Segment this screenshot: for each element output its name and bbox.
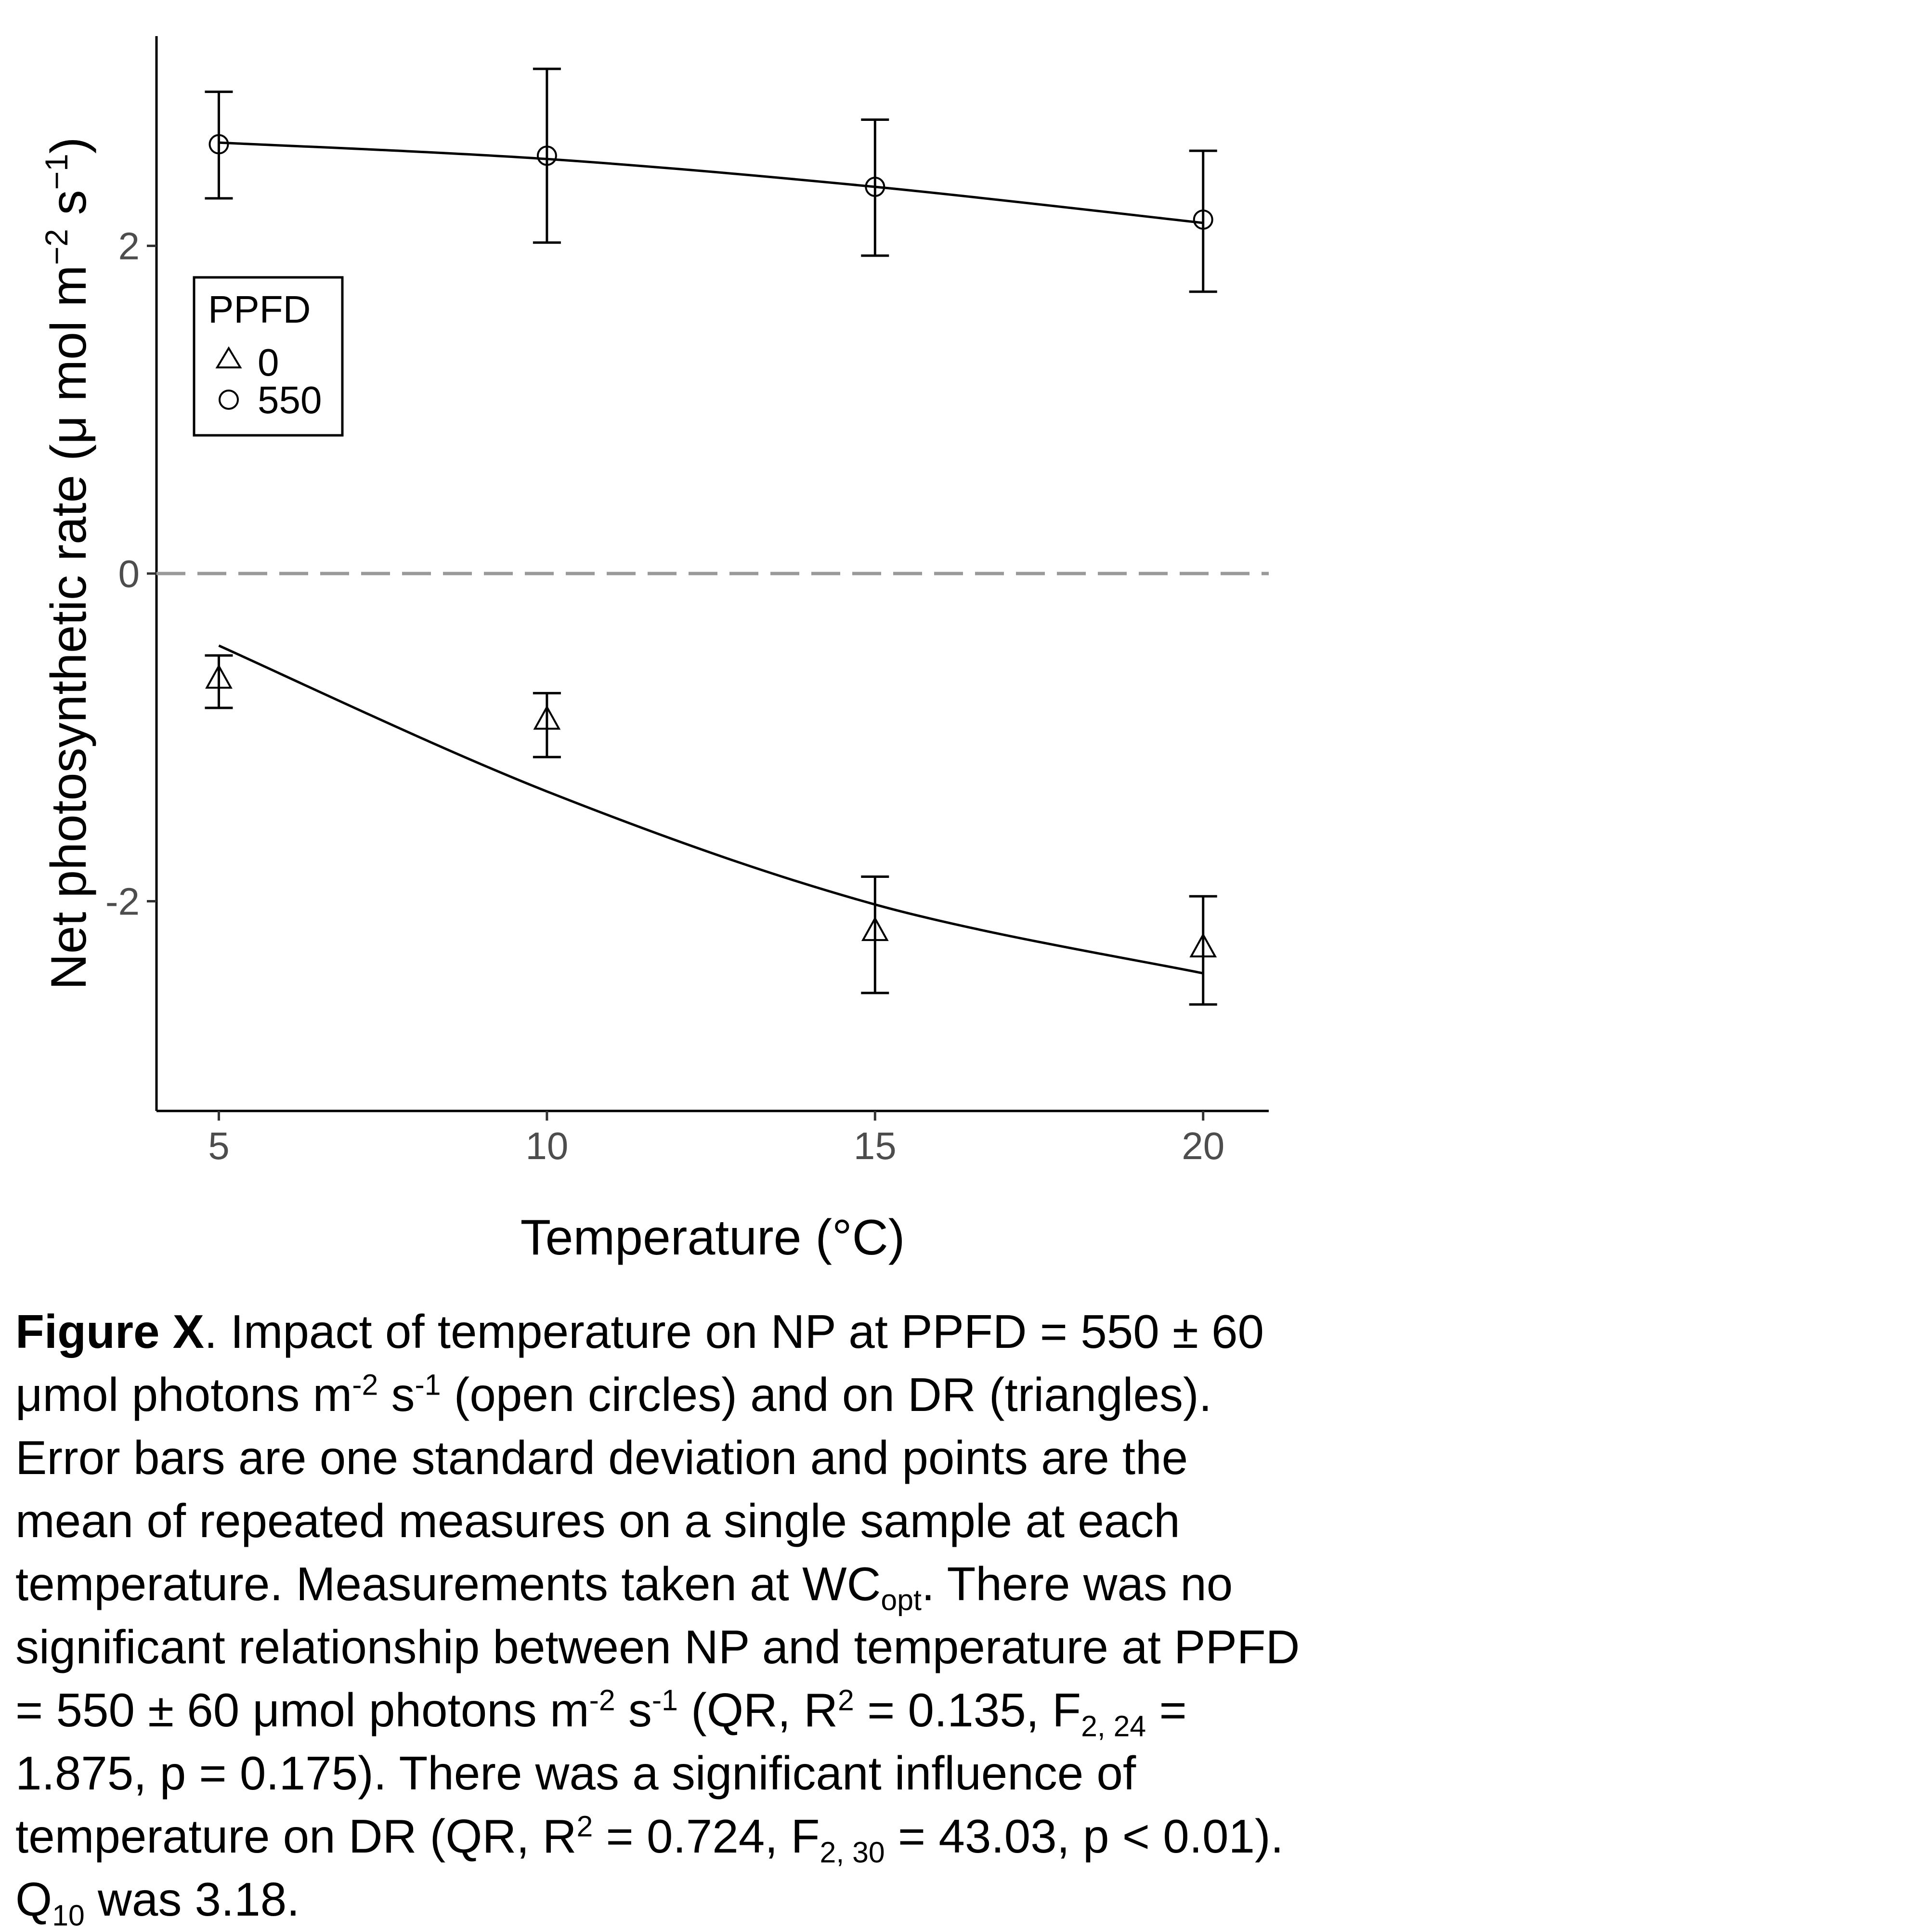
caption-text: 1.875, p = 0.175). There was a significa… [15, 1747, 1136, 1800]
caption-text: . Impact of temperature on NP at PPFD = … [204, 1305, 1264, 1358]
caption-superscript: 2 [838, 1684, 854, 1717]
caption-text: (open circles) and on DR (triangles). [441, 1368, 1212, 1421]
caption-subscript: 2, 24 [1081, 1710, 1146, 1743]
caption-text: = 550 ± 60 μmol photons m [15, 1684, 589, 1736]
x-tick-label: 5 [208, 1124, 230, 1167]
caption-text: Error bars are one standard deviation an… [15, 1431, 1188, 1484]
legend-label-0: 0 [258, 341, 279, 384]
legend: PPFD 0 550 [193, 276, 344, 437]
caption-text: temperature on DR (QR, R [15, 1810, 577, 1863]
tick-labels: 5 10 15 20 -2 0 2 [105, 225, 1224, 1167]
y-axis-title-exp2: −1 [39, 154, 74, 190]
y-tick-label: -2 [105, 880, 140, 923]
legend-circle-icon [219, 390, 239, 410]
caption-superscript: -2 [589, 1684, 615, 1717]
caption-subscript: 2, 30 [820, 1836, 885, 1869]
axes [147, 36, 1269, 1121]
ppfd-0-point [205, 664, 233, 689]
error-bars [205, 67, 1217, 1006]
fit-curves [218, 141, 1204, 975]
caption-text: significant relationship between NP and … [15, 1620, 1300, 1673]
x-tick-label: 20 [1182, 1124, 1224, 1167]
caption-text: s [615, 1684, 652, 1736]
chart: 5 10 15 20 -2 0 2 Temperature (°C) Net photosy… [39, 36, 1269, 1266]
caption-text: = 0.135, F [854, 1684, 1081, 1736]
ppfd-550-point [1193, 209, 1213, 230]
caption-text: mean of repeated measures on a single sa… [15, 1494, 1180, 1547]
ppfd-550-point [536, 145, 557, 166]
y-axis-title: Net photosynthetic rate (μ mol m−2 s−1) [39, 137, 97, 990]
caption-subscript: 10 [52, 1899, 85, 1932]
caption-text: Q [15, 1873, 52, 1926]
caption-text: μmol photons m [15, 1368, 352, 1421]
figure-caption: Figure X. Impact of temperature on NP at… [15, 1300, 1484, 1931]
caption-text: = 43.03, p < 0.01). [885, 1810, 1284, 1863]
caption-superscript: -2 [352, 1368, 378, 1401]
y-axis-title-exp1: −2 [39, 229, 74, 265]
caption-text: was 3.18. [84, 1873, 300, 1926]
ppfd-550-fit-line [219, 141, 1203, 224]
legend-triangle-icon [215, 346, 242, 368]
y-tick-label: 2 [118, 225, 140, 268]
ppfd-550-point [865, 177, 885, 197]
caption-superscript: -1 [415, 1368, 441, 1401]
caption-text: (QR, R [677, 1684, 838, 1736]
caption-figure-label: Figure X [15, 1305, 205, 1358]
ppfd-550-point [208, 134, 229, 155]
ppfd-0-point [861, 916, 889, 941]
legend-label-550: 550 [258, 379, 322, 421]
x-axis-title: Temperature (°C) [521, 1210, 905, 1266]
x-tick-label: 15 [854, 1124, 897, 1167]
caption-subscript: opt [881, 1583, 922, 1617]
y-axis-title-mid: s [41, 190, 97, 229]
data-points [205, 134, 1217, 958]
ppfd-0-point [533, 705, 561, 730]
caption-text: = [1146, 1684, 1187, 1736]
caption-text: . There was no [921, 1557, 1233, 1610]
caption-text: temperature. Measurements taken at WC [15, 1557, 881, 1610]
y-axis-title-end: ) [41, 137, 97, 154]
ppfd-0-point [1189, 933, 1217, 958]
ppfd-0-fit-line [218, 644, 1204, 975]
caption-text: = 0.724, F [593, 1810, 820, 1863]
caption-superscript: 2 [576, 1810, 593, 1843]
legend-title: PPFD [208, 288, 311, 331]
caption-superscript: -1 [651, 1684, 678, 1717]
y-axis-title-main: Net photosynthetic rate (μ mol m [41, 265, 97, 990]
y-tick-label: 0 [118, 552, 140, 595]
caption-text: s [378, 1368, 415, 1421]
x-tick-label: 10 [525, 1124, 568, 1167]
legend-box [193, 276, 344, 437]
